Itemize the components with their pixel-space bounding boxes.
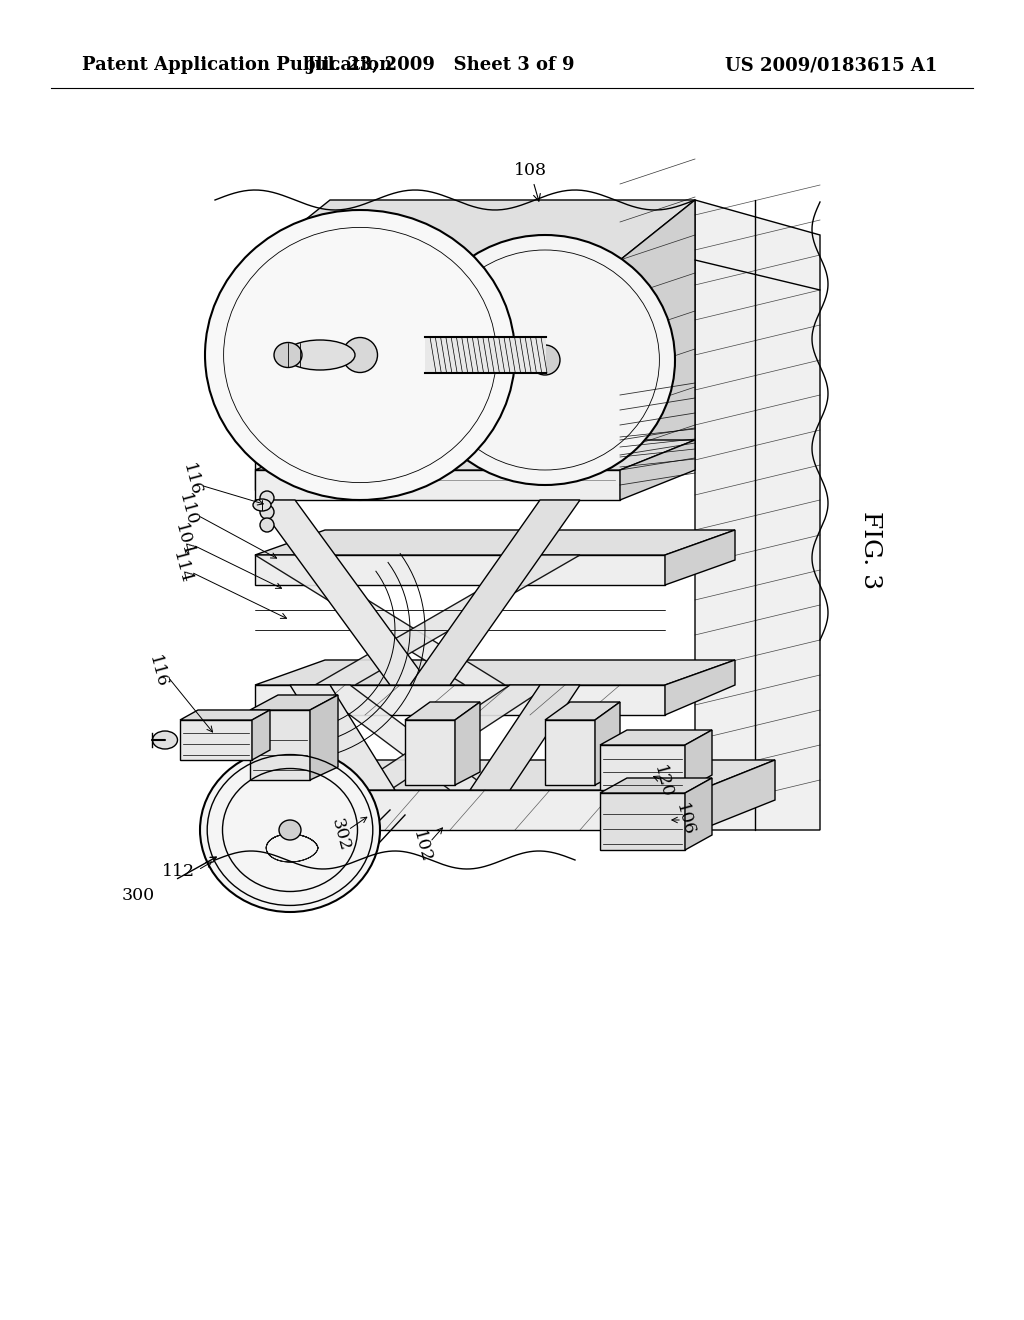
Polygon shape	[595, 702, 620, 785]
Ellipse shape	[205, 210, 515, 500]
Text: Jul. 23, 2009   Sheet 3 of 9: Jul. 23, 2009 Sheet 3 of 9	[306, 55, 574, 74]
Polygon shape	[255, 685, 665, 715]
Polygon shape	[250, 696, 338, 710]
Polygon shape	[455, 702, 480, 785]
Text: 300: 300	[122, 887, 155, 903]
Polygon shape	[255, 660, 735, 685]
Polygon shape	[545, 702, 620, 719]
Text: 104: 104	[171, 521, 197, 558]
Ellipse shape	[153, 731, 177, 748]
Polygon shape	[255, 470, 620, 500]
Polygon shape	[600, 777, 712, 793]
Ellipse shape	[285, 341, 355, 370]
Polygon shape	[255, 554, 665, 585]
Polygon shape	[255, 201, 695, 260]
Text: 302: 302	[328, 817, 352, 853]
Text: 108: 108	[513, 162, 547, 201]
Text: 120: 120	[650, 764, 676, 800]
Polygon shape	[406, 702, 480, 719]
Text: 102: 102	[410, 829, 434, 865]
Ellipse shape	[342, 338, 378, 372]
Ellipse shape	[200, 748, 380, 912]
Text: 116: 116	[179, 462, 205, 498]
Circle shape	[260, 517, 274, 532]
Polygon shape	[545, 719, 595, 785]
Ellipse shape	[279, 820, 301, 840]
Polygon shape	[180, 719, 252, 760]
Polygon shape	[600, 730, 712, 744]
Polygon shape	[620, 201, 695, 490]
Polygon shape	[255, 500, 430, 685]
Text: FIG. 3: FIG. 3	[858, 511, 882, 589]
Text: 116: 116	[145, 653, 170, 690]
Polygon shape	[665, 660, 735, 715]
Polygon shape	[470, 685, 580, 789]
Text: US 2009/0183615 A1: US 2009/0183615 A1	[725, 55, 937, 74]
Polygon shape	[350, 685, 550, 789]
Polygon shape	[665, 531, 735, 585]
Polygon shape	[425, 337, 546, 374]
Polygon shape	[700, 760, 775, 830]
Polygon shape	[685, 777, 712, 850]
Polygon shape	[410, 500, 580, 685]
Polygon shape	[685, 730, 712, 789]
Polygon shape	[250, 710, 310, 780]
Polygon shape	[252, 710, 270, 760]
Circle shape	[260, 506, 274, 519]
Text: 114: 114	[170, 550, 195, 586]
Text: 112: 112	[162, 863, 195, 880]
Polygon shape	[600, 793, 685, 850]
Polygon shape	[315, 554, 580, 685]
Text: 110: 110	[175, 492, 201, 528]
Text: Patent Application Publication: Patent Application Publication	[82, 55, 392, 74]
Ellipse shape	[415, 235, 675, 484]
Ellipse shape	[253, 499, 271, 511]
Polygon shape	[695, 201, 820, 830]
Polygon shape	[290, 685, 395, 789]
Polygon shape	[255, 531, 735, 554]
Ellipse shape	[530, 345, 560, 375]
Polygon shape	[620, 440, 695, 500]
Polygon shape	[600, 744, 685, 789]
Polygon shape	[255, 554, 505, 685]
Polygon shape	[255, 260, 620, 490]
Text: 106: 106	[673, 801, 697, 838]
Polygon shape	[406, 719, 455, 785]
Polygon shape	[310, 685, 490, 789]
Polygon shape	[215, 789, 700, 830]
Circle shape	[260, 491, 274, 506]
Polygon shape	[180, 710, 270, 719]
Polygon shape	[215, 760, 775, 789]
Ellipse shape	[274, 342, 302, 367]
Polygon shape	[310, 696, 338, 780]
Polygon shape	[255, 440, 695, 470]
